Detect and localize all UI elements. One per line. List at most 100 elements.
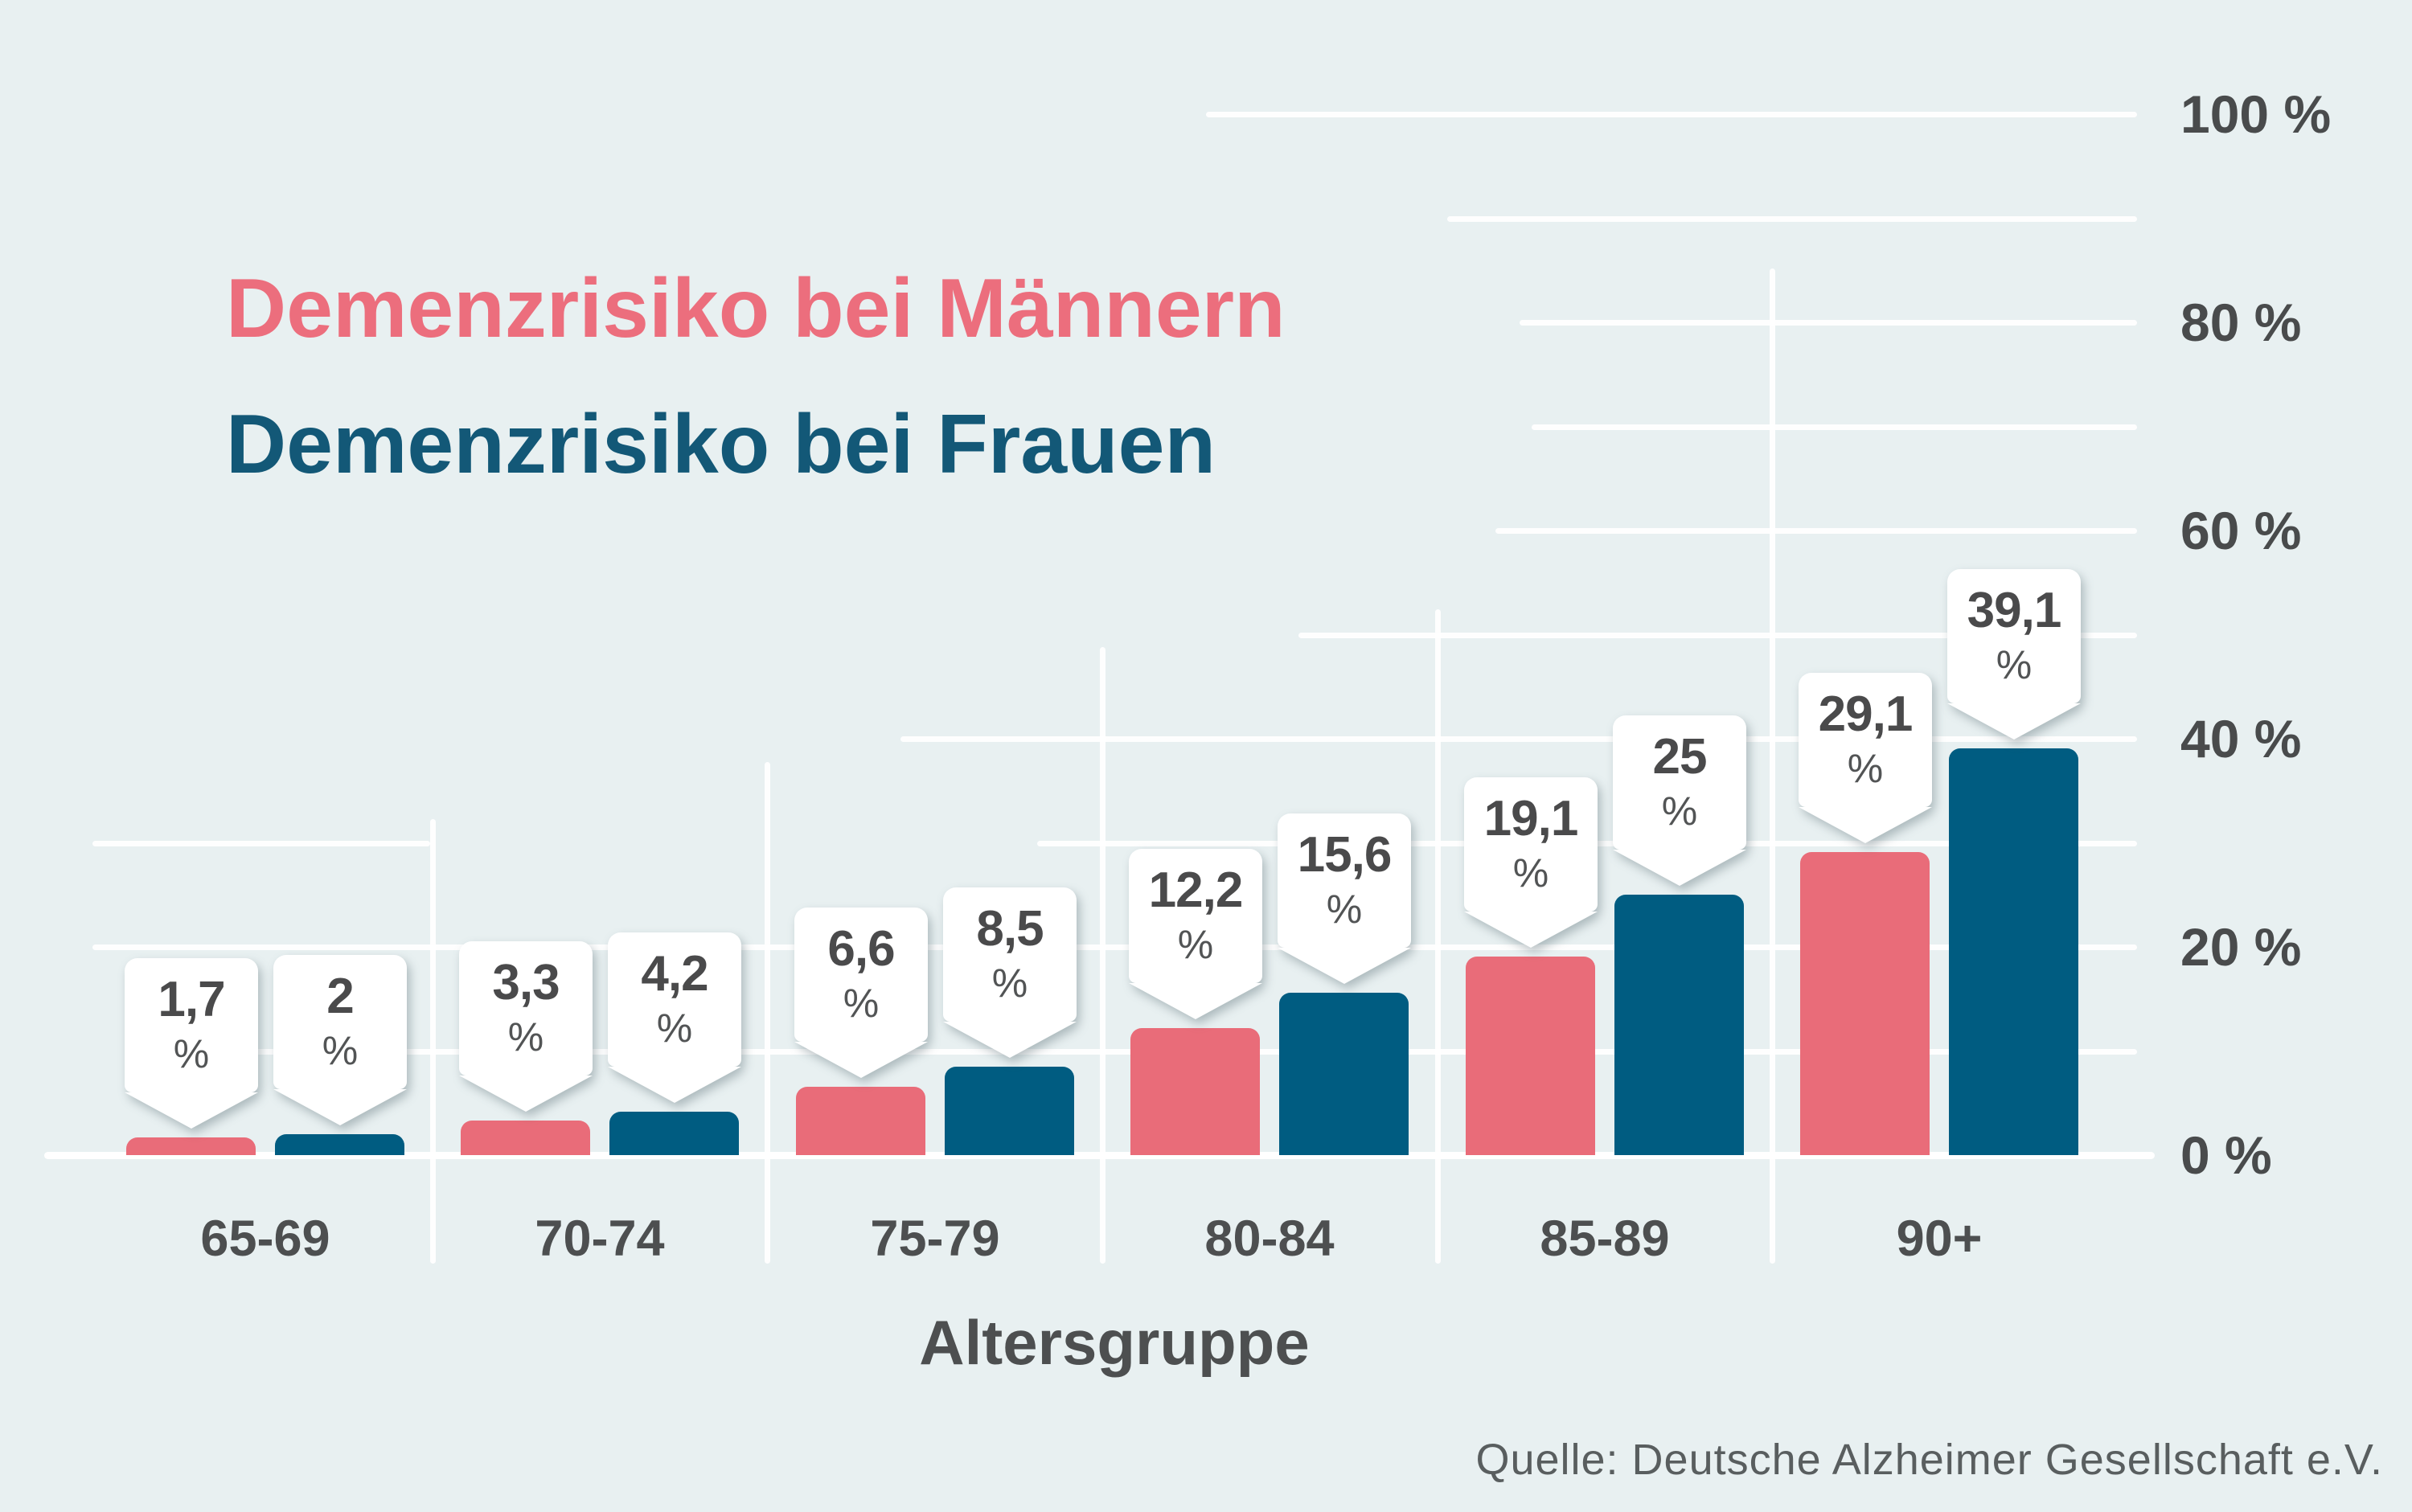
y-tick-label-20pct: 20 %: [2180, 917, 2302, 977]
bubble-pointer: [1278, 948, 1411, 984]
value-bubble-women-65-69: 2%: [273, 955, 407, 1125]
bar-men-70-74: [461, 1121, 590, 1155]
bubble-pointer: [1129, 983, 1262, 1019]
bubble-percent-sign: %: [322, 1028, 359, 1073]
bubble-pointer: [794, 1042, 928, 1078]
y-tick-label-100pct: 100 %: [2180, 84, 2332, 144]
bubble-pointer: [1613, 850, 1746, 886]
bubble-percent-sign: %: [843, 981, 880, 1026]
bubble-box: 12,2%: [1129, 849, 1262, 983]
y-tick-label-40pct: 40 %: [2180, 709, 2302, 768]
group-divider-3: [1100, 647, 1106, 1264]
gridline-30pct: [92, 841, 430, 846]
value-bubble-men-65-69: 1,7%: [125, 958, 258, 1129]
bubble-percent-sign: %: [1326, 887, 1363, 932]
bubble-pointer: [125, 1092, 258, 1129]
bubble-pointer: [608, 1067, 741, 1103]
bubble-box: 15,6%: [1278, 813, 1411, 948]
value-bubble-men-90+: 29,1%: [1799, 673, 1932, 843]
gridline-20pct: [92, 944, 2137, 950]
bubble-box: 6,6%: [794, 908, 928, 1042]
bubble-percent-sign: %: [991, 961, 1028, 1006]
gridline-70pct: [1532, 424, 2137, 430]
value-bubble-men-80-84: 12,2%: [1129, 849, 1262, 1019]
bar-women-70-74: [609, 1112, 739, 1155]
bubble-value-label: 15,6: [1297, 827, 1393, 883]
gridline-60pct: [1495, 528, 2137, 534]
bubble-value-label: 6,6: [827, 921, 895, 977]
legend-men: Demenzrisiko bei Männern: [226, 262, 1286, 355]
bubble-box: 2%: [273, 955, 407, 1089]
bar-women-65-69: [275, 1134, 404, 1155]
bubble-percent-sign: %: [173, 1031, 210, 1076]
bubble-percent-sign: %: [656, 1006, 693, 1051]
legend-women: Demenzrisiko bei Frauen: [226, 398, 1216, 491]
y-tick-label-60pct: 60 %: [2180, 501, 2302, 560]
bar-women-85-89: [1614, 895, 1744, 1155]
group-divider-2: [765, 762, 770, 1264]
x-tick-label-90+: 90+: [1896, 1211, 1983, 1267]
bubble-box: 4,2%: [608, 932, 741, 1067]
bubble-percent-sign: %: [1996, 642, 2033, 687]
gridline-40pct: [900, 736, 2137, 742]
bubble-percent-sign: %: [507, 1014, 544, 1059]
bubble-pointer: [1947, 703, 2081, 740]
bubble-box: 1,7%: [125, 958, 258, 1092]
bubble-box: 39,1%: [1947, 569, 2081, 703]
bar-women-90+: [1949, 748, 2078, 1155]
bubble-box: 25%: [1613, 715, 1746, 850]
bubble-box: 19,1%: [1464, 777, 1598, 912]
bubble-value-label: 39,1: [1967, 583, 2062, 638]
y-tick-label-80pct: 80 %: [2180, 293, 2302, 352]
value-bubble-men-85-89: 19,1%: [1464, 777, 1598, 948]
bubble-box: 8,5%: [943, 887, 1077, 1022]
bubble-percent-sign: %: [1177, 922, 1214, 967]
bubble-pointer: [943, 1022, 1077, 1058]
group-divider-4: [1435, 609, 1441, 1264]
bar-men-85-89: [1466, 957, 1595, 1155]
bar-men-75-79: [796, 1087, 925, 1155]
value-bubble-women-70-74: 4,2%: [608, 932, 741, 1103]
bubble-value-label: 1,7: [158, 972, 225, 1027]
value-bubble-women-75-79: 8,5%: [943, 887, 1077, 1058]
bubble-value-label: 2: [326, 969, 354, 1024]
bubble-value-label: 4,2: [641, 946, 708, 1002]
group-divider-5: [1770, 268, 1775, 1264]
value-bubble-women-90+: 39,1%: [1947, 569, 2081, 740]
bubble-percent-sign: %: [1661, 789, 1698, 834]
x-tick-label-85-89: 85-89: [1540, 1211, 1670, 1267]
bubble-box: 3,3%: [459, 941, 593, 1076]
bubble-value-label: 25: [1652, 729, 1708, 785]
gridline-100pct: [1206, 112, 2137, 117]
bar-men-80-84: [1130, 1028, 1260, 1155]
bubble-value-label: 3,3: [492, 955, 560, 1010]
bubble-value-label: 8,5: [976, 901, 1044, 957]
bubble-box: 29,1%: [1799, 673, 1932, 807]
bubble-percent-sign: %: [1847, 746, 1884, 791]
x-tick-label-70-74: 70-74: [535, 1211, 665, 1267]
x-axis-title: Altersgruppe: [919, 1307, 1310, 1378]
value-bubble-men-70-74: 3,3%: [459, 941, 593, 1112]
bar-women-80-84: [1279, 993, 1409, 1155]
bubble-pointer: [273, 1089, 407, 1125]
value-bubble-women-80-84: 15,6%: [1278, 813, 1411, 984]
bubble-value-label: 19,1: [1483, 791, 1579, 846]
bar-men-90+: [1800, 852, 1930, 1155]
x-tick-label-75-79: 75-79: [870, 1211, 1000, 1267]
x-tick-label-65-69: 65-69: [200, 1211, 330, 1267]
x-tick-label-80-84: 80-84: [1204, 1211, 1335, 1267]
gridline-50pct: [1298, 633, 2137, 638]
value-bubble-men-75-79: 6,6%: [794, 908, 928, 1078]
gridline-90pct: [1447, 216, 2137, 222]
x-axis-baseline: [44, 1152, 2155, 1159]
bubble-pointer: [459, 1076, 593, 1112]
bar-women-75-79: [945, 1067, 1074, 1155]
bubble-value-label: 12,2: [1148, 863, 1244, 918]
bubble-pointer: [1799, 807, 1932, 843]
source-credit: Quelle: Deutsche Alzheimer Gesellschaft …: [1475, 1436, 2383, 1484]
bubble-value-label: 29,1: [1818, 686, 1914, 742]
y-tick-label-0pct: 0 %: [2180, 1125, 2272, 1185]
gridline-80pct: [1520, 320, 2137, 326]
group-divider-1: [430, 819, 436, 1264]
